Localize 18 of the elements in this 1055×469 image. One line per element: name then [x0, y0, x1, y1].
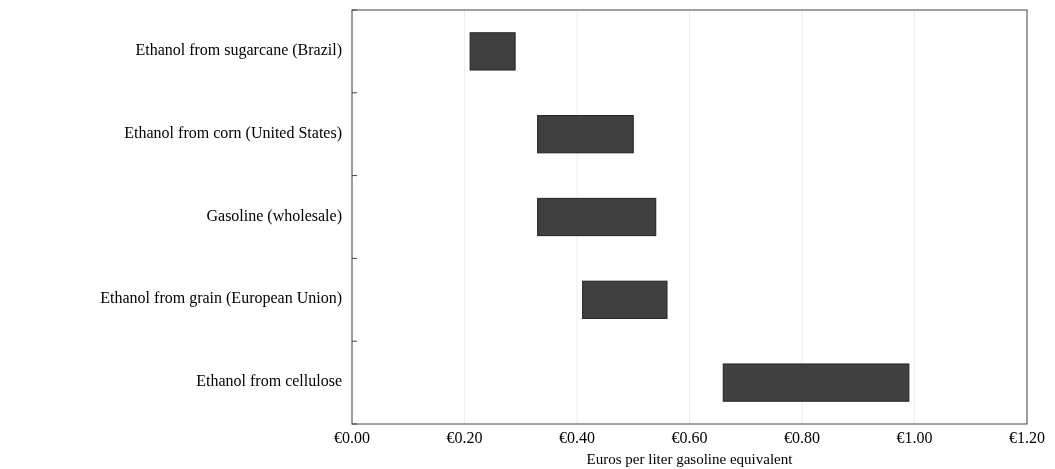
bar: [582, 280, 668, 319]
y-tick-label: Ethanol from sugarcane (Brazil): [135, 41, 342, 60]
x-tick-label: €0.80: [784, 429, 820, 446]
x-tick-label: €0.60: [671, 429, 708, 446]
bar: [537, 197, 657, 237]
x-axis-title: Euros per liter gasoline equivalent: [586, 451, 794, 467]
x-tick-label: €1.00: [896, 429, 933, 446]
bar: [469, 32, 516, 71]
y-tick-label: Ethanol from cellulose: [196, 372, 342, 390]
y-tick-label: Ethanol from grain (European Union): [100, 289, 342, 308]
x-tick-label: €0.20: [446, 429, 483, 446]
bar: [537, 115, 634, 154]
y-tick-label: Ethanol from corn (United States): [124, 123, 342, 142]
bar: [722, 363, 910, 402]
y-tick-label: Gasoline (wholesale): [206, 206, 342, 225]
x-tick-label: €0.00: [334, 429, 370, 446]
x-tick-label: €0.40: [559, 429, 595, 446]
x-tick-label: €1.20: [1009, 429, 1045, 446]
